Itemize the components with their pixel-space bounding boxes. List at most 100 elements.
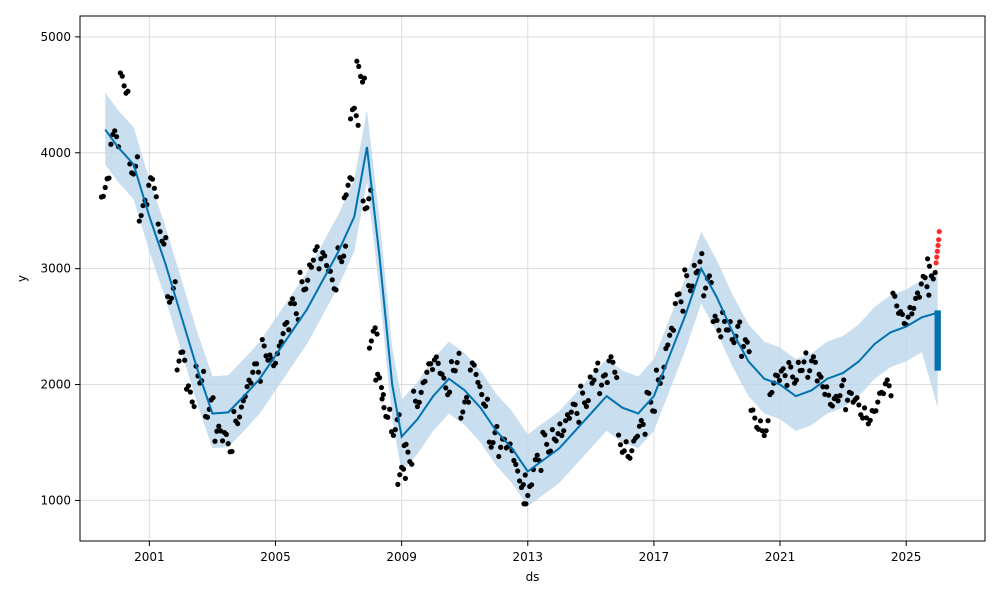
observed-point: [475, 379, 481, 386]
observed-point: [744, 339, 750, 345]
observed-point: [373, 377, 379, 383]
observed-point: [343, 192, 349, 198]
observed-point: [372, 325, 378, 331]
observed-point: [329, 277, 335, 283]
observed-point: [361, 75, 368, 81]
y-tick-label: 3000: [40, 262, 71, 276]
observed-point: [922, 275, 928, 281]
observed-point: [835, 398, 841, 404]
observed-point: [435, 360, 441, 366]
observed-point: [303, 286, 309, 292]
observed-point: [339, 259, 345, 265]
observed-point: [667, 332, 673, 338]
observed-point: [680, 308, 686, 314]
observed-point: [701, 293, 707, 299]
observed-point: [484, 396, 491, 402]
observed-point: [403, 441, 409, 447]
observed-point: [418, 389, 424, 395]
observed-point: [932, 269, 938, 276]
observed-point: [278, 339, 284, 345]
observed-point: [473, 371, 479, 378]
observed-point: [856, 402, 862, 408]
observed-point: [359, 79, 366, 85]
observed-point: [621, 448, 627, 454]
observed-point: [572, 402, 578, 408]
observed-point: [549, 427, 555, 433]
observed-point: [516, 478, 523, 484]
observed-point: [341, 253, 347, 259]
observed-point: [102, 184, 108, 191]
observed-point: [146, 182, 152, 188]
observed-point: [763, 428, 769, 434]
observed-point: [670, 327, 677, 333]
observed-point: [351, 105, 357, 111]
observed-point: [829, 403, 835, 409]
observed-point: [523, 501, 529, 507]
observed-point: [189, 399, 195, 405]
observed-point: [378, 384, 385, 391]
observed-point: [873, 408, 879, 414]
observed-point: [598, 382, 605, 388]
observed-point: [405, 449, 411, 455]
forecast-line: [104, 128, 938, 473]
observed-point: [604, 379, 610, 386]
observed-point: [538, 467, 544, 474]
observed-point: [349, 176, 355, 182]
observed-point: [214, 428, 220, 434]
observed-point: [244, 383, 250, 390]
observed-point: [629, 448, 635, 454]
observed-point: [366, 196, 372, 202]
observed-point: [345, 182, 351, 188]
observed-point: [376, 375, 383, 381]
observed-point: [651, 408, 658, 414]
observed-point: [684, 273, 690, 279]
observed-point: [250, 369, 256, 375]
observed-point: [486, 439, 492, 445]
observed-point: [888, 393, 894, 399]
observed-point: [353, 113, 359, 119]
observed-point: [750, 407, 756, 413]
observed-point: [366, 345, 373, 351]
observed-point: [860, 415, 866, 421]
observed-point: [291, 301, 298, 307]
observed-point: [496, 453, 502, 460]
y-axis-ticks: 1000 2000 3000 4000 5000: [40, 30, 80, 507]
observed-point: [591, 377, 597, 383]
observed-point: [172, 279, 178, 285]
observed-point: [580, 390, 586, 396]
observed-point: [824, 384, 830, 390]
highlight-points: [933, 228, 942, 266]
observed-point: [379, 396, 385, 402]
observed-point: [248, 380, 254, 386]
observed-point: [697, 259, 703, 265]
observed-point: [460, 409, 466, 415]
observed-point: [347, 116, 354, 122]
observed-point: [182, 357, 188, 363]
observed-point: [642, 431, 648, 437]
observed-point: [892, 293, 898, 299]
observed-point: [433, 354, 439, 360]
observed-point: [356, 63, 362, 70]
observed-point: [774, 373, 781, 379]
observed-point: [106, 175, 112, 181]
observed-point: [738, 353, 745, 359]
observed-point: [837, 393, 843, 399]
observed-point: [793, 377, 800, 383]
observed-point: [703, 285, 709, 291]
observed-point: [121, 83, 127, 89]
observed-point: [559, 432, 565, 439]
observed-point: [155, 221, 161, 227]
observed-point: [168, 295, 175, 301]
observed-point: [397, 472, 403, 478]
observed-point: [131, 171, 137, 177]
observed-point: [854, 395, 860, 401]
observed-point: [930, 276, 936, 282]
observed-point: [687, 288, 694, 294]
observed-point: [926, 292, 932, 298]
observed-point: [261, 343, 267, 349]
observed-point: [752, 415, 758, 421]
observed-point: [174, 367, 180, 373]
observed-point: [385, 414, 391, 420]
observed-point: [884, 377, 890, 383]
